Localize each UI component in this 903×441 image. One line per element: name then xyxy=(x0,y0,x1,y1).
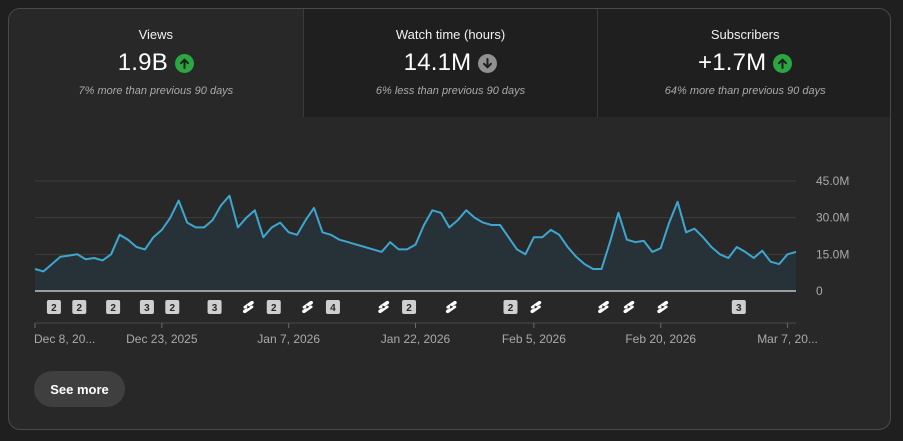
video-count-label: 3 xyxy=(212,303,218,314)
video-count-label: 3 xyxy=(144,303,150,314)
video-count-label: 3 xyxy=(736,303,742,314)
metric-value: +1.7M xyxy=(697,49,767,76)
y-tick-label: 45.0M xyxy=(816,174,849,188)
video-count-label: 2 xyxy=(51,303,57,314)
shorts-icon[interactable] xyxy=(657,300,669,314)
trend-down-icon xyxy=(478,53,498,73)
video-count-label: 2 xyxy=(406,303,412,314)
video-count-marker[interactable] xyxy=(165,300,180,314)
video-count-marker[interactable] xyxy=(503,300,518,314)
video-count-marker[interactable] xyxy=(266,300,281,314)
x-tick-label: Jan 7, 2026 xyxy=(257,332,320,346)
video-count-label: 2 xyxy=(110,303,116,314)
metric-tabs: Views 1.9B 7% more than previous 90 days… xyxy=(9,9,890,117)
shorts-icon[interactable] xyxy=(530,300,542,314)
views-chart[interactable]: 0 15.0M 30.0M 45.0M 2 2 2 3 2 3 2 4 2 2 3 Dec 8, 20... D… xyxy=(9,117,891,357)
shorts-icon[interactable] xyxy=(242,300,254,314)
metric-value: 1.9B xyxy=(117,49,168,76)
video-count-label: 2 xyxy=(170,303,176,314)
video-count-label: 2 xyxy=(76,303,82,314)
x-tick-label: Dec 8, 20... xyxy=(34,332,95,346)
x-tick-label: Jan 22, 2026 xyxy=(381,332,451,346)
shorts-icon[interactable] xyxy=(302,300,314,314)
video-count-marker[interactable] xyxy=(46,300,61,314)
series-area xyxy=(35,195,796,291)
video-count-marker[interactable] xyxy=(731,300,746,314)
video-count-marker[interactable] xyxy=(207,300,222,314)
shorts-icon[interactable] xyxy=(598,300,609,314)
see-more-button[interactable]: See more xyxy=(34,371,125,407)
metric-comparison: 64% more than previous 90 days xyxy=(664,85,826,97)
video-count-marker[interactable] xyxy=(402,300,417,314)
metric-tab-watch-time[interactable]: Watch time (hours) 14.1M 6% less than pr… xyxy=(302,9,598,117)
trend-up-icon xyxy=(773,53,793,73)
video-count-label: 2 xyxy=(271,303,277,314)
analytics-card: Views 1.9B 7% more than previous 90 days… xyxy=(8,8,891,430)
shorts-icon[interactable] xyxy=(445,300,457,314)
video-count-label: 4 xyxy=(330,303,336,314)
y-tick-label: 30.0M xyxy=(816,211,849,225)
video-count-marker[interactable] xyxy=(72,300,87,314)
video-count-marker[interactable] xyxy=(106,300,121,314)
x-tick-label: Dec 23, 2025 xyxy=(126,332,198,346)
video-count-marker[interactable] xyxy=(325,300,340,314)
series-line xyxy=(34,194,797,273)
y-tick-label: 0 xyxy=(816,284,823,298)
shorts-icon[interactable] xyxy=(623,300,635,314)
metric-label: Subscribers xyxy=(710,27,780,42)
x-tick-label: Mar 7, 20... xyxy=(757,332,818,346)
metric-tab-subscribers[interactable]: Subscribers +1.7M 64% more than previous… xyxy=(597,9,890,117)
y-tick-label: 15.0M xyxy=(816,247,849,261)
metric-label: Views xyxy=(138,27,174,42)
metric-comparison: 6% less than previous 90 days xyxy=(375,85,526,97)
metric-value: 14.1M xyxy=(403,49,472,76)
metric-comparison: 7% more than previous 90 days xyxy=(78,85,234,97)
metric-label: Watch time (hours) xyxy=(395,27,506,42)
trend-up-icon xyxy=(174,53,194,73)
video-count-label: 2 xyxy=(508,303,514,314)
x-tick-label: Feb 20, 2026 xyxy=(625,332,696,346)
video-count-marker[interactable] xyxy=(139,300,154,314)
shorts-icon[interactable] xyxy=(378,300,390,314)
metric-tab-views[interactable]: Views 1.9B 7% more than previous 90 days xyxy=(9,9,303,117)
x-tick-label: Feb 5, 2026 xyxy=(502,332,566,346)
